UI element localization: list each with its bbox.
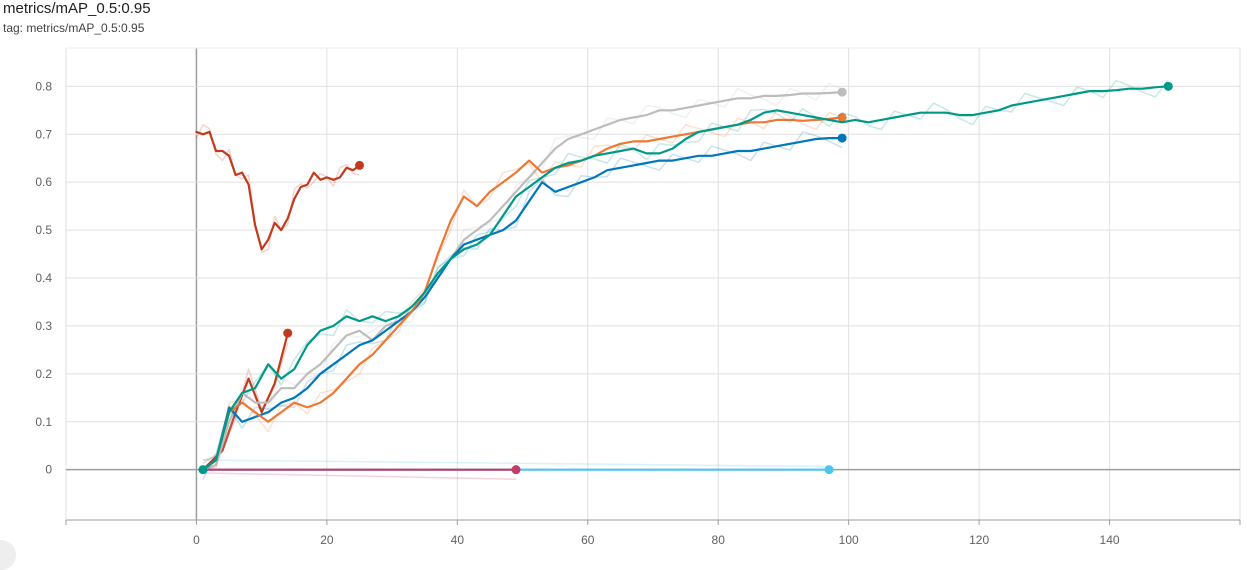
series-raw-line	[202, 472, 517, 481]
y-tick-label: 0	[45, 463, 52, 477]
series-line	[201, 116, 844, 471]
series-raw-line	[202, 459, 830, 468]
series-endpoint	[837, 133, 847, 143]
x-tick-label: 100	[839, 533, 859, 547]
series-line	[201, 85, 1170, 471]
series-raw-line	[202, 79, 1169, 461]
series-start-point	[198, 465, 208, 475]
y-tick-label: 0.3	[35, 319, 52, 333]
axis-layer: 0 20 40 60 80 100 120 140 0 0.1 0.2 0.3 0.4 0.5 0.6 0.7…	[35, 79, 1241, 547]
y-tick-label: 0.5	[35, 223, 52, 237]
series-endpoint	[1163, 81, 1173, 91]
line-chart[interactable]: 0 20 40 60 80 100 120 140 0 0.1 0.2 0.3 0.4 0.5 0.6 0.7…	[0, 0, 1247, 555]
y-tick-label: 0.1	[35, 415, 52, 429]
grid-layer	[65, 47, 1241, 520]
x-tick-label: 0	[193, 533, 200, 547]
series-endpoint	[837, 112, 847, 122]
x-tick-label: 140	[1100, 533, 1120, 547]
x-tick-label: 120	[969, 533, 989, 547]
x-tick-label: 40	[451, 533, 465, 547]
series-endpoint	[283, 328, 293, 338]
chart-tag: tag: metrics/mAP_0.5:0.95	[3, 21, 145, 35]
series-line	[201, 90, 844, 471]
y-tick-label: 0.8	[35, 79, 52, 93]
series-raw-line	[202, 109, 843, 471]
chart-title: metrics/mAP_0.5:0.95	[3, 0, 151, 17]
series-line	[195, 130, 361, 251]
y-tick-label: 0.4	[35, 271, 52, 285]
series-endpoint	[511, 465, 521, 475]
series-line	[201, 332, 289, 471]
y-tick-label: 0.7	[35, 127, 52, 141]
series-endpoint	[355, 160, 364, 170]
x-tick-label: 20	[320, 533, 334, 547]
series-raw-line	[195, 123, 360, 254]
series-endpoint	[824, 465, 834, 475]
x-tick-label: 80	[712, 533, 726, 547]
y-tick-label: 0.2	[35, 367, 52, 381]
y-tick-label: 0.6	[35, 175, 52, 189]
series-endpoint	[837, 87, 847, 97]
series-layer	[195, 79, 1173, 481]
series-raw-line	[202, 82, 843, 469]
x-tick-label: 60	[581, 533, 595, 547]
series-line	[201, 137, 844, 471]
